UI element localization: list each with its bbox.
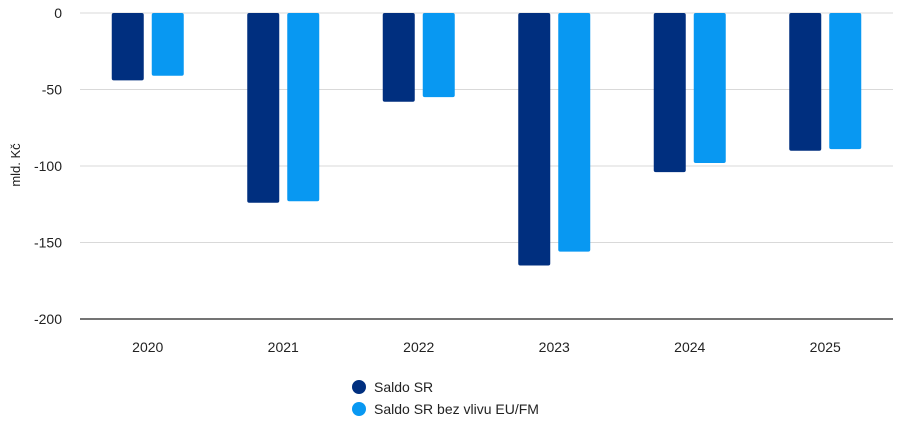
bar-saldo-sr-bez-vlivu-2021[interactable] — [287, 13, 320, 202]
bar-saldo-sr-bez-vlivu-2025[interactable] — [829, 13, 862, 150]
x-tick-label: 2025 — [810, 339, 841, 355]
y-tick-label: -50 — [42, 82, 62, 98]
bar-saldo-sr-2025[interactable] — [789, 13, 822, 151]
y-axis-label: mld. Kč — [8, 143, 23, 187]
gridlines — [80, 12, 893, 243]
x-tick-label: 2022 — [403, 339, 434, 355]
x-tick-label: 2021 — [268, 339, 299, 355]
legend-item-saldo-sr-bez-vlivu[interactable]: Saldo SR bez vlivu EU/FM — [352, 398, 539, 420]
bars — [111, 13, 862, 266]
y-axis-ticks: 0 -50 -100 -150 -200 — [34, 5, 62, 327]
bar-saldo-sr-2021[interactable] — [247, 13, 280, 203]
legend-item-saldo-sr[interactable]: Saldo SR — [352, 376, 539, 398]
x-tick-label: 2024 — [674, 339, 705, 355]
y-tick-label: -100 — [34, 158, 62, 174]
x-tick-label: 2023 — [539, 339, 570, 355]
x-tick-label: 2020 — [132, 339, 163, 355]
bar-saldo-sr-bez-vlivu-2020[interactable] — [151, 13, 184, 76]
bar-saldo-sr-bez-vlivu-2023[interactable] — [558, 13, 591, 252]
x-axis-ticks: 2020 2021 2022 2023 2024 2025 — [132, 339, 841, 355]
y-tick-label: 0 — [54, 5, 62, 21]
bar-saldo-sr-2022[interactable] — [382, 13, 415, 102]
bar-saldo-sr-2023[interactable] — [518, 13, 551, 266]
legend-label-saldo-sr: Saldo SR — [374, 379, 434, 395]
legend-label-saldo-sr-bez-vlivu: Saldo SR bez vlivu EU/FM — [374, 401, 539, 417]
bar-saldo-sr-2024[interactable] — [653, 13, 686, 173]
legend-swatch-saldo-sr — [352, 380, 366, 394]
bar-saldo-sr-bez-vlivu-2024[interactable] — [693, 13, 726, 163]
legend: Saldo SR Saldo SR bez vlivu EU/FM — [352, 376, 539, 420]
legend-swatch-saldo-sr-bez-vlivu — [352, 402, 366, 416]
bar-saldo-sr-2020[interactable] — [111, 13, 144, 81]
y-tick-label: -150 — [34, 235, 62, 251]
y-tick-label: -200 — [34, 311, 62, 327]
bar-saldo-sr-bez-vlivu-2022[interactable] — [422, 13, 455, 98]
